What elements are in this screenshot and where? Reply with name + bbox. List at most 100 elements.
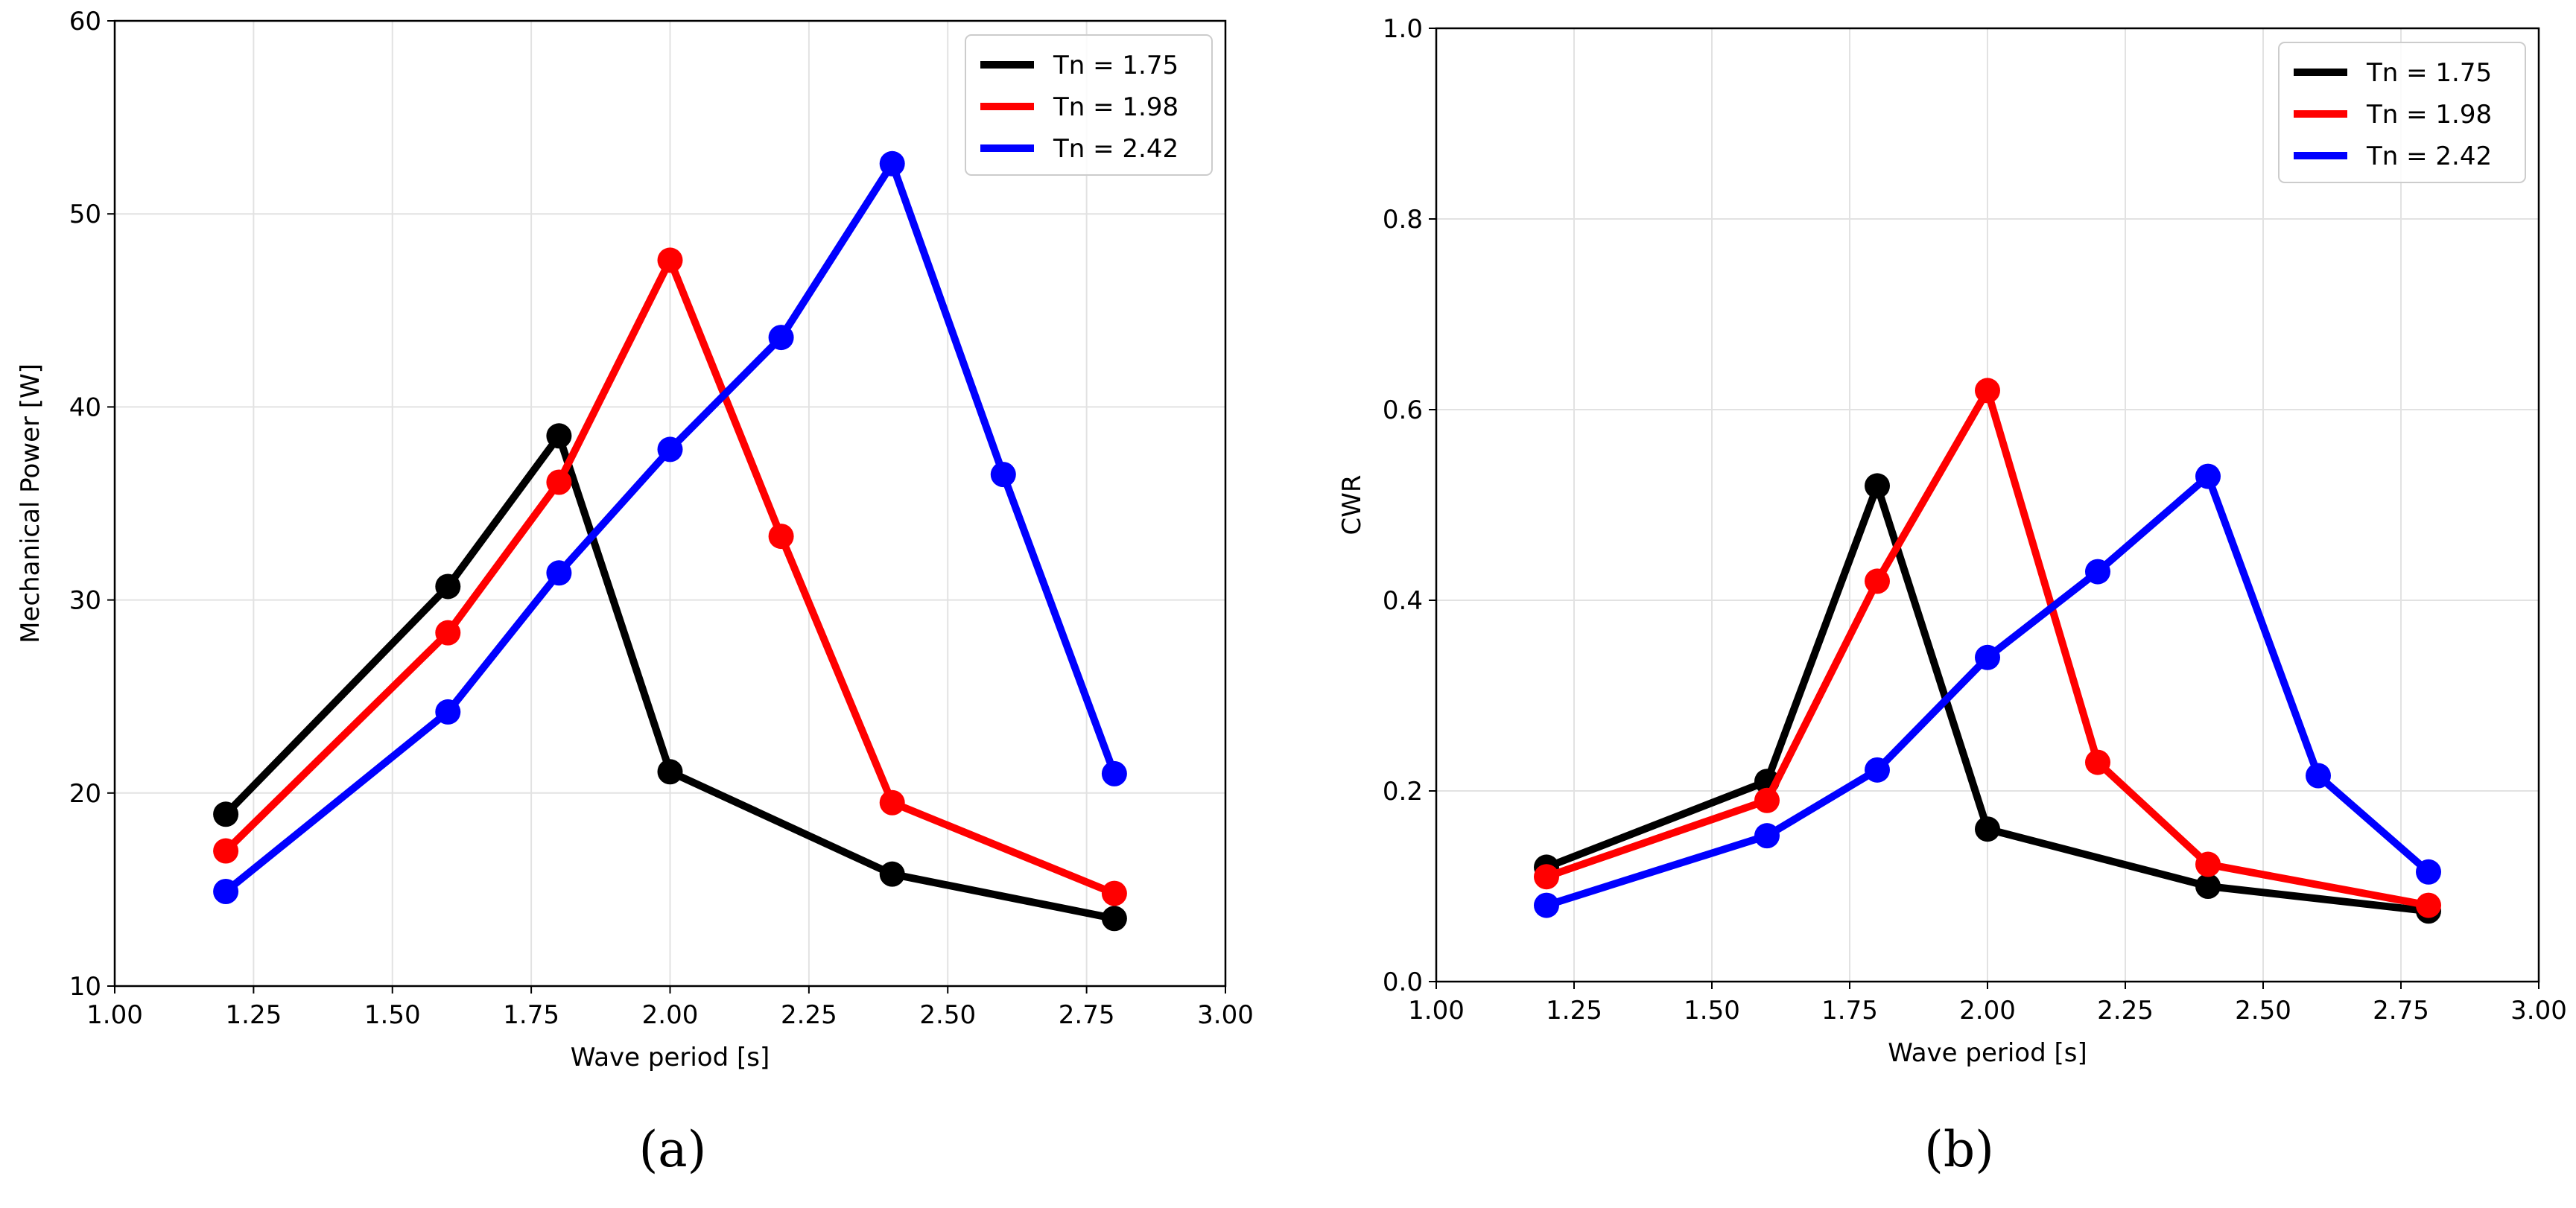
chart-a-xtick-label-4: 2.00 xyxy=(642,1000,699,1030)
chart-a-series-1-point-5 xyxy=(879,789,905,816)
chart-a-series-1-point-1 xyxy=(435,620,461,646)
chart-b-ytick-label-2: 0.4 xyxy=(1383,586,1423,616)
chart-b-series-1-point-3 xyxy=(1975,378,2000,404)
chart-b-series-1-point-1 xyxy=(1754,787,1780,813)
chart-b-series-1 xyxy=(1534,378,2441,918)
chart-a-series-0-point-4 xyxy=(879,861,905,887)
panel-caption-b: (b) xyxy=(1924,1121,1994,1178)
chart-b-series-2-point-4 xyxy=(2085,559,2110,585)
chart-a-series-1 xyxy=(213,247,1127,906)
chart-b-series-0-line xyxy=(1543,482,2432,915)
chart-a-series-2-point-6 xyxy=(990,462,1016,488)
chart-a-ytick-label-3: 40 xyxy=(69,392,101,422)
chart-a-xtick-label-6: 2.50 xyxy=(919,1000,976,1030)
chart-b-series-1-point-4 xyxy=(2085,749,2110,775)
chart-a-ytick-label-2: 30 xyxy=(69,586,101,616)
chart-b-series-0-point-2 xyxy=(1865,473,1890,499)
chart-a-series-0-point-5 xyxy=(1101,906,1127,932)
chart-b-xtick-label-8: 3.00 xyxy=(2510,996,2567,1026)
chart-a-series-2-point-2 xyxy=(546,560,572,586)
chart-a-xtick-label-0: 1.00 xyxy=(86,1000,143,1030)
chart-b-ytick-label-5: 1.0 xyxy=(1383,14,1423,44)
chart-a-series-0-point-0 xyxy=(213,801,239,827)
chart-b-ylabel: CWR xyxy=(1337,475,1367,535)
chart-b-ytick-label-3: 0.6 xyxy=(1383,395,1423,425)
chart-a-series-0-point-1 xyxy=(435,573,461,600)
chart-b-xtick-label-4: 2.00 xyxy=(1959,996,2016,1026)
chart-a-series-2-point-3 xyxy=(657,436,683,462)
chart-b-ytick-label-4: 0.8 xyxy=(1383,205,1423,235)
chart-b-xlabel: Wave period [s] xyxy=(1888,1038,2087,1068)
chart-b-series-1-point-6 xyxy=(2416,892,2441,918)
chart-a-ytick-label-5: 60 xyxy=(69,7,101,36)
chart-a-series-0-line xyxy=(222,432,1118,923)
chart-a-series-2-line xyxy=(222,159,1118,895)
chart-a-xtick-label-1: 1.25 xyxy=(226,1000,282,1030)
chart-a-xtick-label-3: 1.75 xyxy=(503,1000,559,1030)
chart-a-series-2-point-0 xyxy=(213,878,239,904)
chart-b-xtick-label-6: 2.50 xyxy=(2235,996,2291,1026)
chart-b-legend-label-0: Tn = 1.75 xyxy=(2366,58,2492,88)
chart-b-series-2-point-1 xyxy=(1754,823,1780,849)
chart-a-xtick-label-7: 2.75 xyxy=(1059,1000,1115,1030)
chart-a-series-2 xyxy=(213,150,1127,904)
chart-b-series-0-point-4 xyxy=(2195,874,2221,899)
chart-a-xlabel: Wave period [s] xyxy=(571,1043,770,1072)
chart-b-xtick-label-5: 2.25 xyxy=(2097,996,2154,1026)
chart-b-xtick-label-7: 2.75 xyxy=(2373,996,2429,1026)
chart-b-legend: Tn = 1.75 Tn = 1.98 Tn = 2.42 xyxy=(2278,42,2526,183)
chart-a-ytick-label-0: 10 xyxy=(69,972,101,1002)
chart-a-series-0-point-3 xyxy=(657,759,683,785)
chart-a-legend-label-2: Tn = 2.42 xyxy=(1053,134,1178,164)
chart-a-series-1-point-0 xyxy=(213,838,239,864)
chart-a-legend-label-0: Tn = 1.75 xyxy=(1053,51,1178,80)
chart-b-ytick-label-1: 0.2 xyxy=(1383,777,1423,807)
chart-a-xtick-label-5: 2.25 xyxy=(781,1000,837,1030)
chart-b-series-1-point-5 xyxy=(2195,851,2221,877)
chart-a-series-0-point-2 xyxy=(546,423,572,449)
chart-b-series-1-point-2 xyxy=(1865,568,1890,594)
chart-a-xtick-label-2: 1.50 xyxy=(364,1000,421,1030)
chart-a-ytick-label-4: 50 xyxy=(69,200,101,229)
chart-b-legend-label-1: Tn = 1.98 xyxy=(2366,100,2492,130)
chart-a-series-1-point-2 xyxy=(546,469,572,495)
chart-b-xtick-label-1: 1.25 xyxy=(1546,996,1602,1026)
chart-b-cwr: 1.00 1.25 1.50 1.75 2.00 2.25 2.50 2.75 3.00 0.0 0… xyxy=(1337,14,2567,1068)
chart-b-xtick-label-0: 1.00 xyxy=(1408,996,1465,1026)
chart-b-series-0-point-3 xyxy=(1975,816,2000,842)
chart-b-series-2 xyxy=(1534,463,2441,918)
chart-a-series-1-point-3 xyxy=(657,247,683,273)
chart-b-series-2-point-2 xyxy=(1865,757,1890,783)
chart-a-series-2-point-7 xyxy=(1101,760,1127,786)
chart-a-series-2-point-4 xyxy=(768,325,794,351)
chart-b-series-2-line xyxy=(1543,472,2432,909)
chart-b-series-2-point-3 xyxy=(1975,644,2000,670)
chart-a-series-2-point-1 xyxy=(435,699,461,725)
chart-b-series-2-point-6 xyxy=(2306,763,2331,789)
panel-caption-a: (a) xyxy=(639,1121,707,1178)
chart-b-series-2-point-7 xyxy=(2416,859,2441,885)
chart-a-grid xyxy=(114,20,1226,987)
chart-a-ytick-label-1: 20 xyxy=(69,779,101,809)
chart-b-frame xyxy=(1435,27,2540,983)
chart-a-series-1-point-4 xyxy=(768,524,794,550)
chart-a-legend-label-1: Tn = 1.98 xyxy=(1053,92,1178,122)
chart-b-series-2-point-0 xyxy=(1534,892,1559,918)
chart-b-legend-label-2: Tn = 2.42 xyxy=(2366,142,2492,171)
chart-a-ylabel: Mechanical Power [W] xyxy=(16,363,45,643)
chart-b-series-1-point-0 xyxy=(1534,864,1559,890)
chart-a-mechanical-power: 1.00 1.25 1.50 1.75 2.00 2.25 2.50 2.75 3.00 10 20… xyxy=(16,7,1254,1072)
chart-a-series-1-point-6 xyxy=(1101,880,1127,906)
chart-b-xtick-label-2: 1.50 xyxy=(1684,996,1740,1026)
chart-b-xtick-label-3: 1.75 xyxy=(1821,996,1878,1026)
chart-b-ytick-label-0: 0.0 xyxy=(1383,967,1423,997)
chart-a-frame xyxy=(113,19,1227,988)
chart-b-series-2-point-5 xyxy=(2195,463,2221,489)
chart-a-legend: Tn = 1.75 Tn = 1.98 Tn = 2.42 xyxy=(965,34,1213,176)
chart-a-series-0 xyxy=(213,423,1127,932)
chart-a-xtick-label-8: 3.00 xyxy=(1197,1000,1254,1030)
chart-a-series-2-point-5 xyxy=(879,150,905,177)
chart-a-legend-box xyxy=(965,34,1213,176)
chart-b-legend-box xyxy=(2278,42,2526,183)
